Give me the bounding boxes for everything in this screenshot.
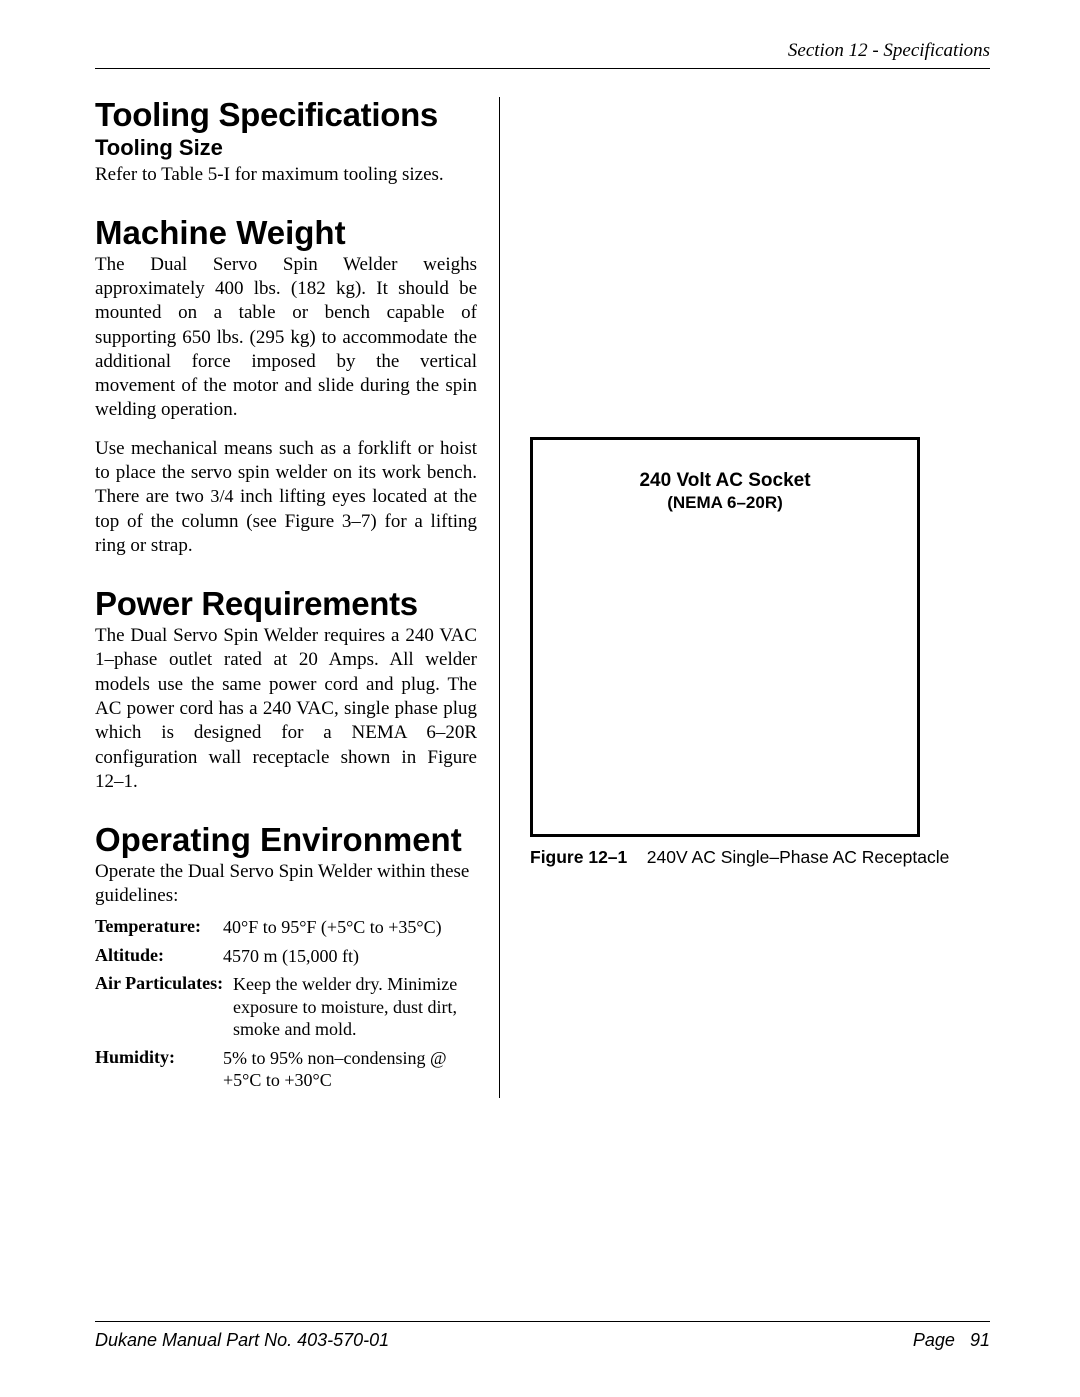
env-label: Temperature: bbox=[95, 916, 223, 937]
section-header: Section 12 - Specifications bbox=[95, 40, 990, 69]
page-label: Page bbox=[913, 1330, 955, 1350]
env-value: 4570 m (15,000 ft) bbox=[223, 945, 477, 968]
right-column: 240 Volt AC Socket (NEMA 6–20R) Figure 1… bbox=[500, 97, 990, 1098]
figure-12-1-box: 240 Volt AC Socket (NEMA 6–20R) bbox=[530, 437, 920, 837]
figure-caption-label: Figure 12–1 bbox=[530, 847, 627, 867]
machine-weight-p2: Use mechanical means such as a forklift … bbox=[95, 437, 477, 559]
machine-weight-p1: The Dual Servo Spin Welder weighs approx… bbox=[95, 253, 477, 423]
figure-caption-text: 240V AC Single–Phase AC Receptacle bbox=[647, 847, 950, 867]
operating-environment-intro: Operate the Dual Servo Spin Welder withi… bbox=[95, 860, 477, 909]
operating-environment-block: Operating Environment Operate the Dual S… bbox=[95, 822, 477, 1092]
socket-subtitle: (NEMA 6–20R) bbox=[551, 493, 899, 513]
env-value: 5% to 95% non–condensing @ +5°C to +30°C bbox=[223, 1047, 477, 1092]
power-requirements-block: Power Requirements The Dual Servo Spin W… bbox=[95, 586, 477, 794]
fraction-3-4: 3/4 bbox=[210, 486, 233, 506]
page-num: 91 bbox=[970, 1330, 990, 1350]
env-label: Humidity: bbox=[95, 1047, 223, 1068]
tooling-specifications-heading: Tooling Specifications bbox=[95, 97, 477, 133]
tooling-size-subheading: Tooling Size bbox=[95, 135, 477, 161]
machine-weight-heading: Machine Weight bbox=[95, 215, 477, 251]
operating-environment-heading: Operating Environment bbox=[95, 822, 477, 858]
socket-title: 240 Volt AC Socket bbox=[551, 470, 899, 493]
machine-weight-block: Machine Weight The Dual Servo Spin Welde… bbox=[95, 215, 477, 558]
tooling-specifications-block: Tooling Specifications Tooling Size Refe… bbox=[95, 97, 477, 187]
env-label: Air Particulates: bbox=[95, 973, 233, 994]
power-requirements-body: The Dual Servo Spin Welder requires a 24… bbox=[95, 624, 477, 794]
env-row-altitude: Altitude: 4570 m (15,000 ft) bbox=[95, 945, 477, 968]
page-number: Page 91 bbox=[913, 1330, 990, 1351]
figure-caption: Figure 12–1 240V AC Single–Phase AC Rece… bbox=[530, 847, 950, 868]
env-row-air-particulates: Air Particulates: Keep the welder dry. M… bbox=[95, 973, 477, 1041]
env-value: 40°F to 95°F (+5°C to +35°C) bbox=[223, 916, 477, 939]
env-row-temperature: Temperature: 40°F to 95°F (+5°C to +35°C… bbox=[95, 916, 477, 939]
env-row-humidity: Humidity: 5% to 95% non–condensing @ +5°… bbox=[95, 1047, 477, 1092]
two-column-layout: Tooling Specifications Tooling Size Refe… bbox=[95, 97, 990, 1098]
env-value: Keep the welder dry. Minimize exposure t… bbox=[233, 973, 477, 1041]
left-column: Tooling Specifications Tooling Size Refe… bbox=[95, 97, 500, 1098]
tooling-size-body: Refer to Table 5-I for maximum tooling s… bbox=[95, 163, 477, 187]
page-footer: Dukane Manual Part No. 403-570-01 Page 9… bbox=[95, 1321, 990, 1351]
environment-table: Temperature: 40°F to 95°F (+5°C to +35°C… bbox=[95, 916, 477, 1092]
power-requirements-heading: Power Requirements bbox=[95, 586, 477, 622]
manual-part-number: Dukane Manual Part No. 403-570-01 bbox=[95, 1330, 389, 1351]
env-label: Altitude: bbox=[95, 945, 223, 966]
